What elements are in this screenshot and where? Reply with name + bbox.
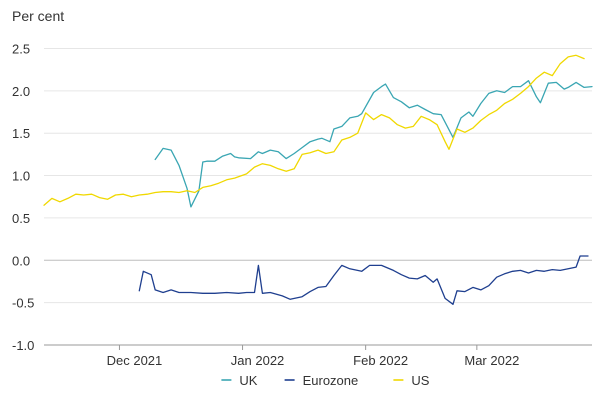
y-unit-label: Per cent xyxy=(12,8,64,24)
series-line-uk xyxy=(154,80,593,208)
legend: UK Eurozone US xyxy=(221,373,430,388)
y-tick-label: 1.5 xyxy=(12,126,30,141)
y-tick-label: -0.5 xyxy=(12,296,34,311)
grid-layer xyxy=(44,47,592,304)
x-tick-label: Dec 2021 xyxy=(107,353,163,368)
y-tick-label: 1.0 xyxy=(12,169,30,184)
y-tick-label: 2.0 xyxy=(12,84,30,99)
legend-label: US xyxy=(411,373,429,388)
y-tick-label: 2.5 xyxy=(12,41,30,56)
series-line-eurozone xyxy=(138,255,589,305)
legend-item-us: US xyxy=(393,373,430,388)
y-tick-label: 0.0 xyxy=(12,253,30,268)
legend-label: Eurozone xyxy=(303,373,359,388)
y-tick-label: 0.5 xyxy=(12,211,30,226)
series-layer xyxy=(43,54,593,305)
legend-item-uk: UK xyxy=(221,373,258,388)
legend-label: UK xyxy=(239,373,257,388)
series-line-us xyxy=(43,54,585,206)
legend-item-eurozone: Eurozone xyxy=(284,373,359,388)
x-tick-label: Feb 2022 xyxy=(353,353,408,368)
x-tick-label: Jan 2022 xyxy=(231,353,285,368)
x-tick-label: Mar 2022 xyxy=(464,353,519,368)
axis-layer: 2.5 2.0 1.5 1.0 0.5 0.0 -0.5 -1.0 Dec 2021 Jan 20… xyxy=(12,41,592,368)
y-tick-label: -1.0 xyxy=(12,338,34,353)
